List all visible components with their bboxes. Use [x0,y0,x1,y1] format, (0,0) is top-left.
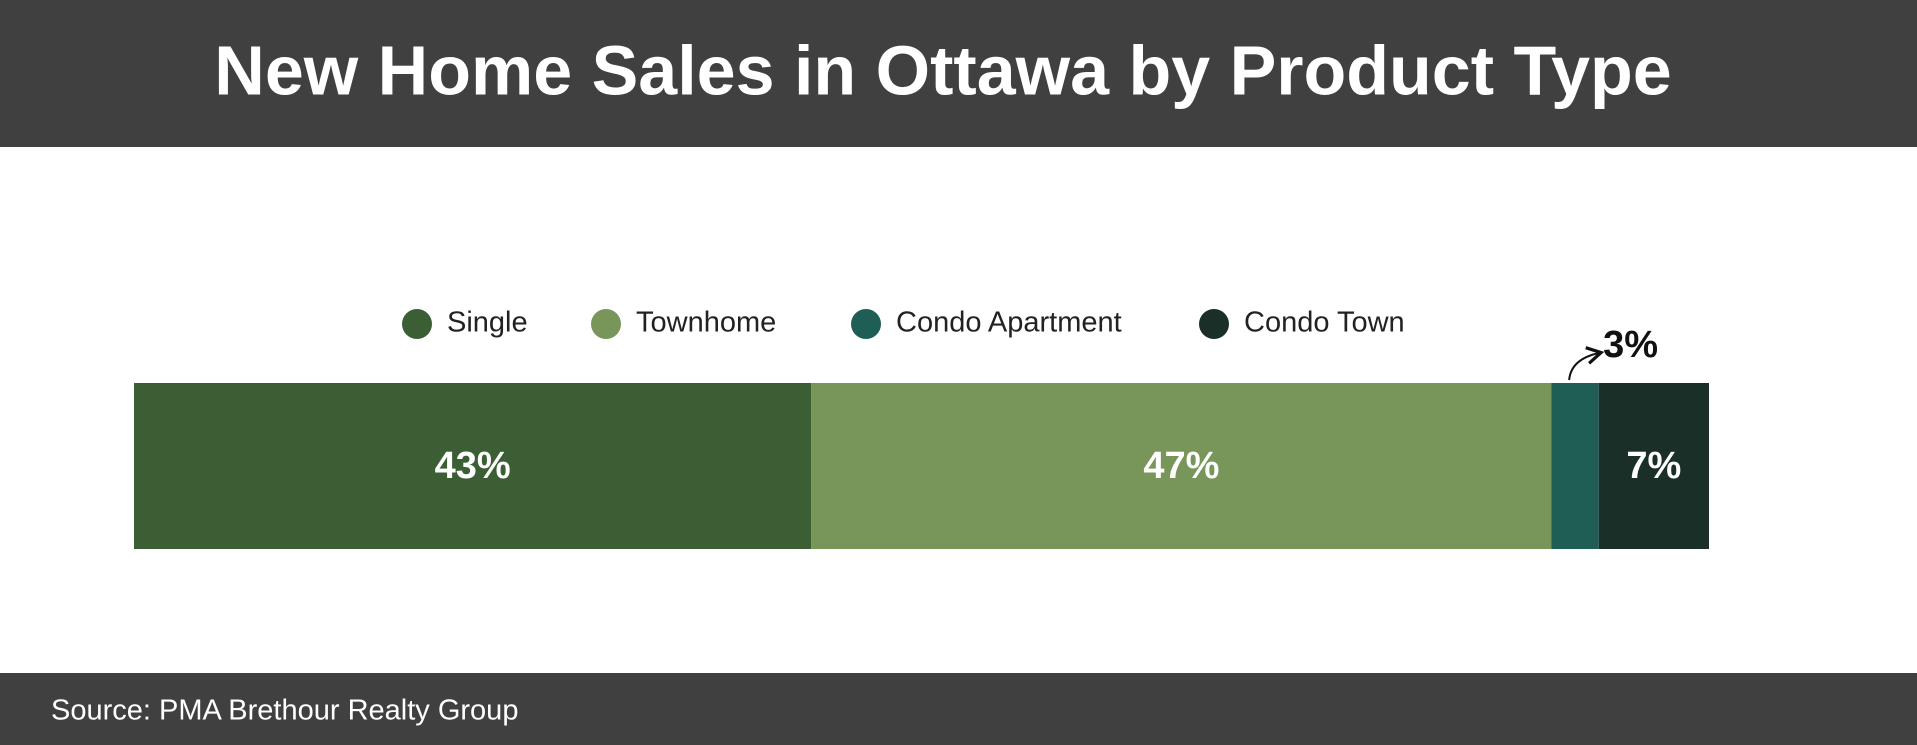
bar-segment [1598,383,1709,549]
data-label: 47% [1143,445,1219,487]
legend-swatch [851,309,881,339]
legend-swatch [1199,309,1229,339]
bar-segment [811,383,1552,549]
legend-label: Townhome [636,307,776,339]
bar-segment [134,383,812,549]
legend-swatch [591,309,621,339]
data-label: 3% [1603,324,1658,366]
legend-label: Condo Town [1244,307,1405,339]
source-note: Source: PMA Brethour Realty Group [51,695,518,727]
data-label: 7% [1626,445,1681,487]
legend: Single Townhome Condo Apartment Condo Town [402,307,1405,339]
bar-segment [1551,383,1599,549]
legend-label: Single [447,307,528,339]
legend-label: Condo Apartment [896,307,1122,339]
label-arrow [1568,346,1605,381]
header-band [0,0,1917,147]
footer-band [0,673,1917,745]
data-label: 43% [435,445,511,487]
plot-area: 43% 47% 3% 7% [134,324,1709,549]
legend-swatch [402,309,432,339]
chart-title: New Home Sales in Ottawa by Product Type [214,31,1671,109]
